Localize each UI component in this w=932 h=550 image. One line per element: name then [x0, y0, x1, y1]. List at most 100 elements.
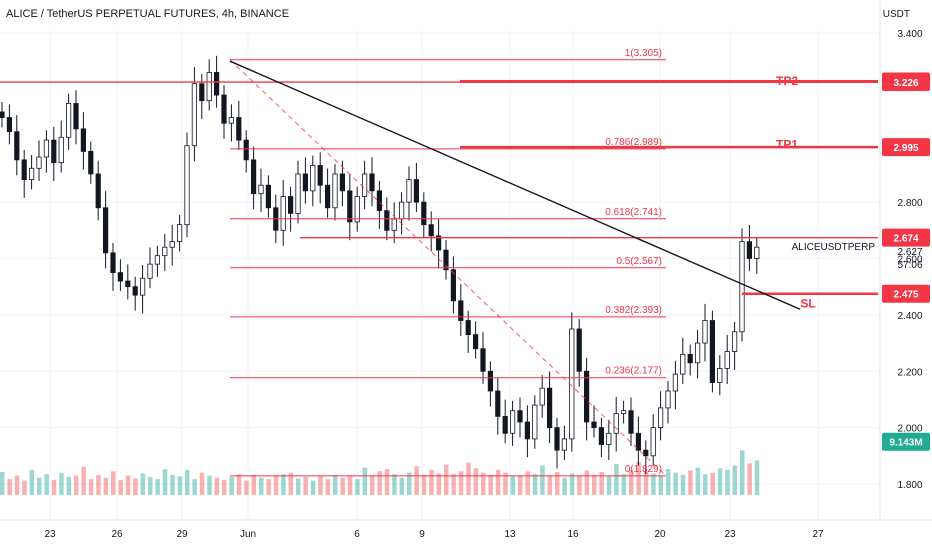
volume-bar: [577, 476, 582, 495]
candle-body: [384, 210, 390, 231]
candle-body: [221, 94, 227, 124]
candle-body: [428, 224, 434, 237]
candle-body: [66, 103, 72, 138]
candle-body: [650, 427, 656, 457]
volume-bar: [606, 475, 612, 495]
candle-body: [162, 246, 168, 257]
price-label-tag: [882, 138, 930, 157]
candle-body: [21, 159, 27, 180]
time-axis-tick: 23: [724, 529, 736, 540]
fib-level-label: 0.382(2.393): [605, 305, 662, 316]
candle-body: [280, 196, 286, 231]
fib-level-label: 0.618(2.741): [605, 207, 662, 218]
volume-bar: [503, 472, 508, 495]
candle-body: [724, 351, 730, 369]
volume-bar: [140, 473, 146, 495]
price-axis-tick: 2.000: [897, 424, 922, 435]
candle-body: [80, 128, 86, 152]
candle-body: [58, 136, 64, 164]
candle-body: [51, 139, 57, 164]
volume-bar: [259, 477, 264, 495]
fib-level-label: 0(1.829): [625, 464, 662, 475]
volume-bar: [51, 479, 57, 495]
volume-bar: [488, 474, 493, 495]
volume-bar: [680, 474, 686, 495]
candle-body: [147, 263, 153, 279]
candle-body: [339, 173, 346, 192]
candle-body: [406, 179, 412, 203]
candle-body: [495, 390, 501, 417]
candle-body: [88, 150, 94, 175]
volume-bar: [451, 474, 456, 495]
candle-body: [184, 145, 190, 226]
volume-bar: [155, 479, 160, 495]
last-price-countdown: 57:06: [897, 260, 922, 271]
volume-bar: [658, 475, 664, 495]
volume-bar: [44, 474, 49, 495]
volume-bar: [429, 469, 434, 495]
candle-body: [332, 173, 338, 209]
price-label-tag: [882, 228, 930, 247]
candle-body: [310, 165, 316, 192]
volume-bar: [244, 480, 249, 495]
volume-bar: [273, 476, 279, 495]
volume-bar: [162, 469, 168, 495]
fib-level-label: 0.236(2.177): [605, 366, 662, 377]
last-price-value: 2.627: [897, 247, 922, 258]
volume-bar: [199, 472, 205, 495]
candle-body: [443, 249, 449, 271]
candle-body: [317, 165, 323, 186]
candle-body: [643, 449, 649, 457]
volume-bar: [673, 472, 678, 495]
candle-body: [480, 348, 486, 372]
price-label-text: 2.475: [893, 290, 918, 301]
candle-body: [591, 421, 597, 429]
volume-bar: [688, 470, 693, 495]
volume-bar: [66, 477, 72, 495]
time-axis-tick: 6: [354, 529, 360, 540]
time-axis-tick: 27: [812, 529, 824, 540]
volume-bar: [592, 474, 597, 495]
volume-bar: [562, 477, 567, 495]
volume-bar: [229, 477, 234, 495]
volume-bar: [296, 478, 301, 495]
candle-body: [539, 387, 545, 406]
volume-bar: [103, 477, 109, 495]
price-label-tag: [882, 73, 930, 92]
time-axis-tick: 23: [44, 529, 56, 540]
volume-bar: [651, 473, 656, 495]
candle-body: [73, 103, 79, 130]
volume-bar: [118, 479, 123, 495]
candle-body: [509, 410, 516, 434]
candle-body: [435, 235, 442, 251]
candle-body: [369, 173, 375, 192]
volume-bar: [88, 479, 94, 495]
candle-body: [584, 370, 590, 423]
fib-level-label: 0.786(2.989): [605, 137, 662, 148]
volume-bar: [473, 468, 479, 495]
volume-bar: [547, 475, 553, 495]
volume-bar: [444, 464, 449, 495]
candle-body: [169, 241, 175, 248]
volume-bar: [236, 474, 242, 495]
volume-bar: [725, 469, 730, 495]
trendline: [229, 60, 801, 310]
candle-body: [502, 415, 508, 434]
candle-body: [658, 407, 664, 429]
time-axis-tick: Jun: [240, 529, 256, 540]
volume-bar: [540, 465, 545, 495]
volume-bar: [399, 477, 405, 495]
candle-body: [324, 184, 331, 209]
candle-body: [95, 173, 101, 209]
volume-bar: [59, 472, 64, 495]
candle-body: [554, 427, 560, 451]
volume-bar: [303, 477, 308, 495]
volume-bar: [710, 472, 715, 495]
volume-bar: [340, 477, 345, 495]
volume-bar: [192, 479, 197, 495]
volume-bar: [569, 473, 575, 495]
volume-bar: [207, 475, 212, 495]
volume-bar: [754, 460, 760, 495]
candle-body: [6, 117, 12, 133]
